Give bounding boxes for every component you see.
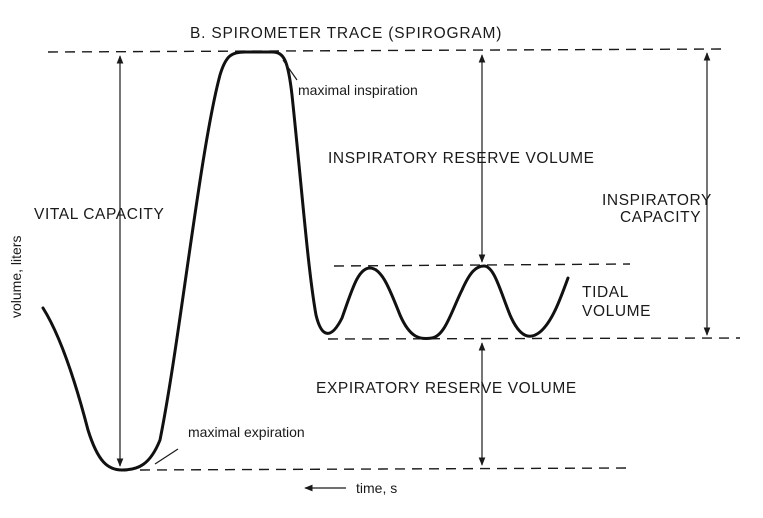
x-axis-label: time, s bbox=[356, 480, 397, 496]
tidal-top-level-line bbox=[333, 263, 631, 267]
resting-expiration-level-line bbox=[327, 337, 741, 340]
maximal-inspiration-pointer bbox=[282, 59, 298, 81]
maximal-expiration-pointer bbox=[154, 448, 179, 465]
diagram-title: B. SPIROMETER TRACE (SPIROGRAM) bbox=[190, 25, 502, 42]
inspiratory-capacity-label-line1: INSPIRATORY bbox=[602, 192, 712, 209]
tidal-volume-label-line1: TIDAL bbox=[582, 284, 629, 301]
vital-capacity-label: VITAL CAPACITY bbox=[34, 206, 164, 223]
y-axis-label: volume, liters bbox=[8, 236, 24, 318]
max-expiration-level-line bbox=[139, 467, 627, 471]
expiratory-reserve-volume-label: EXPIRATORY RESERVE VOLUME bbox=[316, 380, 577, 397]
maximal-inspiration-label: maximal inspiration bbox=[298, 82, 418, 98]
inspiratory-reserve-volume-label: INSPIRATORY RESERVE VOLUME bbox=[328, 150, 595, 167]
spirometer-trace bbox=[41, 50, 570, 472]
maximal-expiration-label: maximal expiration bbox=[188, 424, 305, 440]
inspiratory-capacity-label-line2: CAPACITY bbox=[620, 209, 701, 226]
tidal-volume-label-line2: VOLUME bbox=[582, 303, 651, 320]
max-inspiration-level-line bbox=[47, 48, 723, 53]
